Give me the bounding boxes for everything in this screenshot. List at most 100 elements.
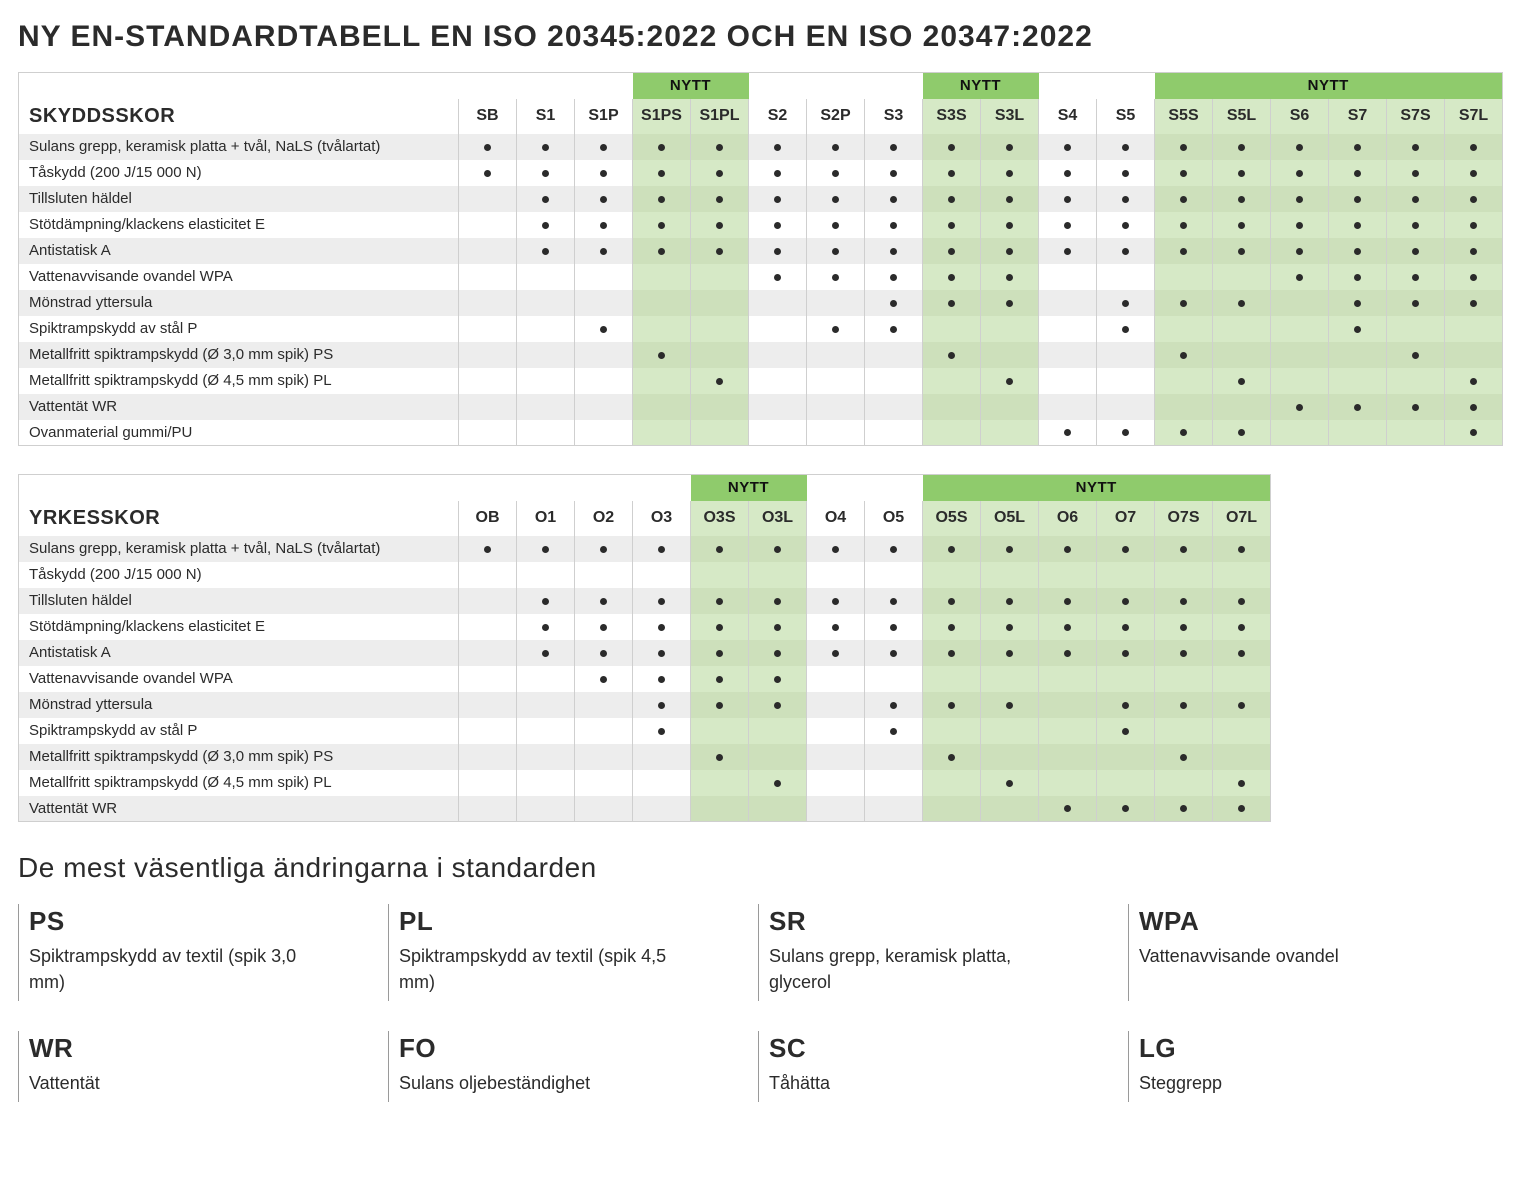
dot-icon bbox=[948, 190, 955, 207]
dot-icon bbox=[542, 618, 549, 635]
feature-cell bbox=[807, 316, 865, 342]
dot-icon bbox=[1354, 242, 1361, 259]
dot-icon bbox=[1006, 294, 1013, 311]
dot-icon bbox=[600, 670, 607, 687]
feature-cell bbox=[1097, 238, 1155, 264]
feature-cell bbox=[807, 588, 865, 614]
nytt-badge: NYTT bbox=[923, 475, 1271, 501]
feature-cell bbox=[807, 290, 865, 316]
column-header: O5S bbox=[923, 501, 981, 536]
feature-cell bbox=[749, 536, 807, 562]
feature-cell bbox=[1329, 290, 1387, 316]
feature-cell bbox=[575, 264, 633, 290]
feature-cell bbox=[1097, 640, 1155, 666]
table-row: Spiktrampskydd av stål P bbox=[19, 718, 1271, 744]
feature-cell bbox=[1097, 744, 1155, 770]
dot-icon bbox=[1470, 398, 1477, 415]
dot-icon bbox=[832, 540, 839, 557]
definition-desc: Spiktrampskydd av textil (spik 4,5 mm) bbox=[399, 943, 669, 995]
feature-cell bbox=[1155, 744, 1213, 770]
feature-cell bbox=[923, 238, 981, 264]
feature-cell bbox=[1039, 368, 1097, 394]
feature-cell bbox=[1097, 290, 1155, 316]
feature-cell bbox=[865, 640, 923, 666]
definition-abbr: WR bbox=[29, 1033, 358, 1064]
feature-cell bbox=[1387, 394, 1445, 420]
feature-cell bbox=[633, 394, 691, 420]
dot-icon bbox=[1006, 242, 1013, 259]
feature-cell bbox=[459, 614, 517, 640]
feature-cell bbox=[1155, 562, 1213, 588]
feature-cell bbox=[1329, 420, 1387, 446]
dot-icon bbox=[948, 242, 955, 259]
feature-cell bbox=[575, 212, 633, 238]
dot-icon bbox=[1006, 540, 1013, 557]
feature-cell bbox=[807, 238, 865, 264]
column-header: S4 bbox=[1039, 99, 1097, 134]
column-header: S6 bbox=[1271, 99, 1329, 134]
feature-cell bbox=[633, 342, 691, 368]
feature-cell bbox=[865, 186, 923, 212]
feature-cell bbox=[1213, 238, 1271, 264]
column-header: S1P bbox=[575, 99, 633, 134]
dot-icon bbox=[1238, 800, 1245, 817]
feature-cell bbox=[1213, 562, 1271, 588]
dot-icon bbox=[948, 164, 955, 181]
definition-abbr: FO bbox=[399, 1033, 728, 1064]
feature-cell bbox=[517, 420, 575, 446]
feature-label: Tåskydd (200 J/15 000 N) bbox=[19, 562, 459, 588]
feature-cell bbox=[1213, 640, 1271, 666]
dot-icon bbox=[890, 696, 897, 713]
feature-cell bbox=[691, 718, 749, 744]
feature-cell bbox=[749, 588, 807, 614]
feature-cell bbox=[517, 692, 575, 718]
nytt-badge: NYTT bbox=[691, 475, 807, 501]
dot-icon bbox=[948, 346, 955, 363]
table-row: Vattentät WR bbox=[19, 796, 1271, 822]
dot-icon bbox=[542, 540, 549, 557]
feature-cell bbox=[1213, 692, 1271, 718]
feature-cell bbox=[865, 770, 923, 796]
dot-icon bbox=[1064, 644, 1071, 661]
dot-icon bbox=[1122, 592, 1129, 609]
feature-label: Metallfritt spiktrampskydd (Ø 3,0 mm spi… bbox=[19, 744, 459, 770]
feature-cell bbox=[633, 744, 691, 770]
feature-cell bbox=[1329, 368, 1387, 394]
dot-icon bbox=[716, 164, 723, 181]
column-header: O3 bbox=[633, 501, 691, 536]
feature-cell bbox=[1155, 264, 1213, 290]
dot-icon bbox=[658, 670, 665, 687]
dot-icon bbox=[1180, 800, 1187, 817]
dot-icon bbox=[1006, 592, 1013, 609]
table-row: Ovanmaterial gummi/PU bbox=[19, 420, 1503, 446]
definition-abbr: WPA bbox=[1139, 906, 1468, 937]
feature-cell bbox=[633, 134, 691, 160]
definition-pl: PLSpiktrampskydd av textil (spik 4,5 mm) bbox=[388, 904, 758, 1001]
feature-cell bbox=[459, 394, 517, 420]
feature-cell bbox=[981, 744, 1039, 770]
feature-cell bbox=[749, 134, 807, 160]
feature-cell bbox=[1155, 666, 1213, 692]
feature-cell bbox=[807, 562, 865, 588]
feature-cell bbox=[807, 536, 865, 562]
feature-cell bbox=[1445, 212, 1503, 238]
dot-icon bbox=[1238, 164, 1245, 181]
feature-cell bbox=[575, 238, 633, 264]
feature-cell bbox=[1213, 718, 1271, 744]
feature-cell bbox=[923, 160, 981, 186]
feature-cell bbox=[1155, 692, 1213, 718]
feature-cell bbox=[1097, 420, 1155, 446]
feature-cell bbox=[459, 342, 517, 368]
feature-label: Spiktrampskydd av stål P bbox=[19, 316, 459, 342]
feature-label: Vattenavvisande ovandel WPA bbox=[19, 666, 459, 692]
dot-icon bbox=[774, 268, 781, 285]
column-header: O7S bbox=[1155, 501, 1213, 536]
dot-icon bbox=[1180, 190, 1187, 207]
dot-icon bbox=[948, 138, 955, 155]
feature-cell bbox=[1039, 796, 1097, 822]
definition-desc: Tåhätta bbox=[769, 1070, 1039, 1096]
feature-cell bbox=[459, 186, 517, 212]
feature-cell bbox=[633, 666, 691, 692]
nytt-badge: NYTT bbox=[633, 73, 749, 99]
dot-icon bbox=[1354, 216, 1361, 233]
